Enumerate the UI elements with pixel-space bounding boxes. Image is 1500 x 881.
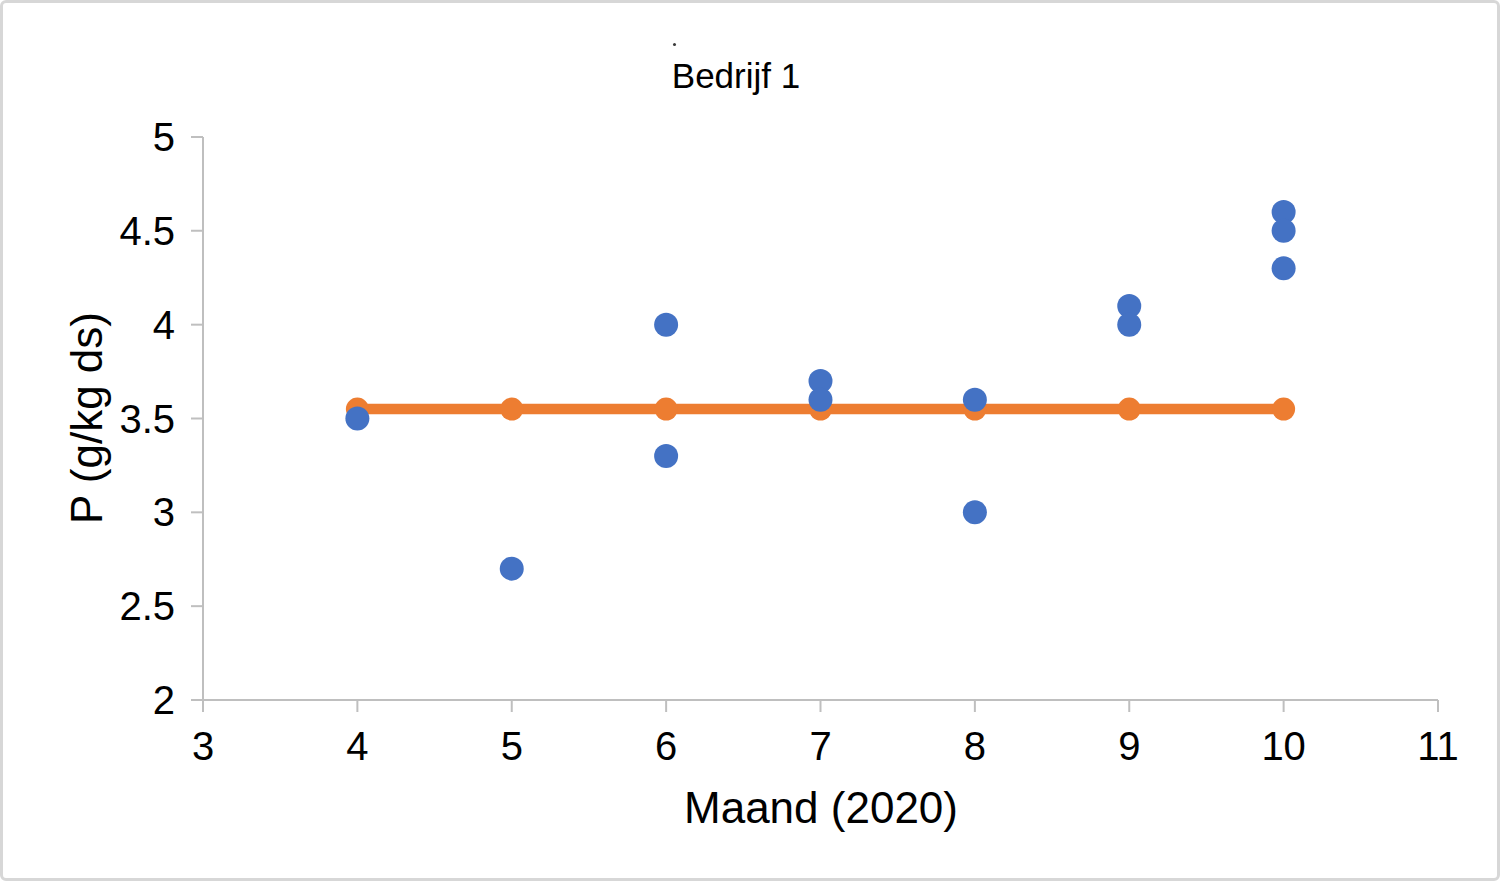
data-point-P-metingen <box>809 388 833 412</box>
data-point-P-metingen <box>1272 219 1296 243</box>
x-tick-label: 10 <box>1261 724 1306 768</box>
line-marker-referentielijn <box>1118 398 1141 421</box>
data-point-P-metingen <box>963 388 987 412</box>
chart-frame: Bedrijf 1 P (g/kg ds) Maand (2020) 34567… <box>0 0 1500 881</box>
y-tick-label: 4 <box>153 303 175 347</box>
y-tick-label: 2 <box>153 678 175 722</box>
x-tick-label: 7 <box>809 724 831 768</box>
data-point-P-metingen <box>1272 256 1296 280</box>
y-tick-label: 2.5 <box>119 584 175 628</box>
x-tick-label: 8 <box>964 724 986 768</box>
x-tick-label: 5 <box>501 724 523 768</box>
plot-area: 3 4 5 6 7 8 9 10 11 2 2.5 3 3.5 4 4.5 5 <box>3 3 1500 881</box>
data-point-P-metingen <box>654 444 678 468</box>
line-marker-referentielijn <box>1272 398 1295 421</box>
data-point-P-metingen <box>1117 313 1141 337</box>
data-point-P-metingen <box>654 313 678 337</box>
x-tick-label: 11 <box>1417 724 1459 768</box>
data-point-P-metingen <box>345 407 369 431</box>
x-tick-label: 6 <box>655 724 677 768</box>
x-tick-label: 9 <box>1118 724 1140 768</box>
x-tick-label: 3 <box>192 724 214 768</box>
line-marker-referentielijn <box>500 398 523 421</box>
y-tick-label: 3.5 <box>119 397 175 441</box>
line-marker-referentielijn <box>655 398 678 421</box>
y-tick-label: 3 <box>153 490 175 534</box>
data-point-P-metingen <box>963 500 987 524</box>
x-tick-label: 4 <box>346 724 368 768</box>
y-tick-label: 4.5 <box>119 209 175 253</box>
data-point-P-metingen <box>500 557 524 581</box>
y-tick-label: 5 <box>153 115 175 159</box>
